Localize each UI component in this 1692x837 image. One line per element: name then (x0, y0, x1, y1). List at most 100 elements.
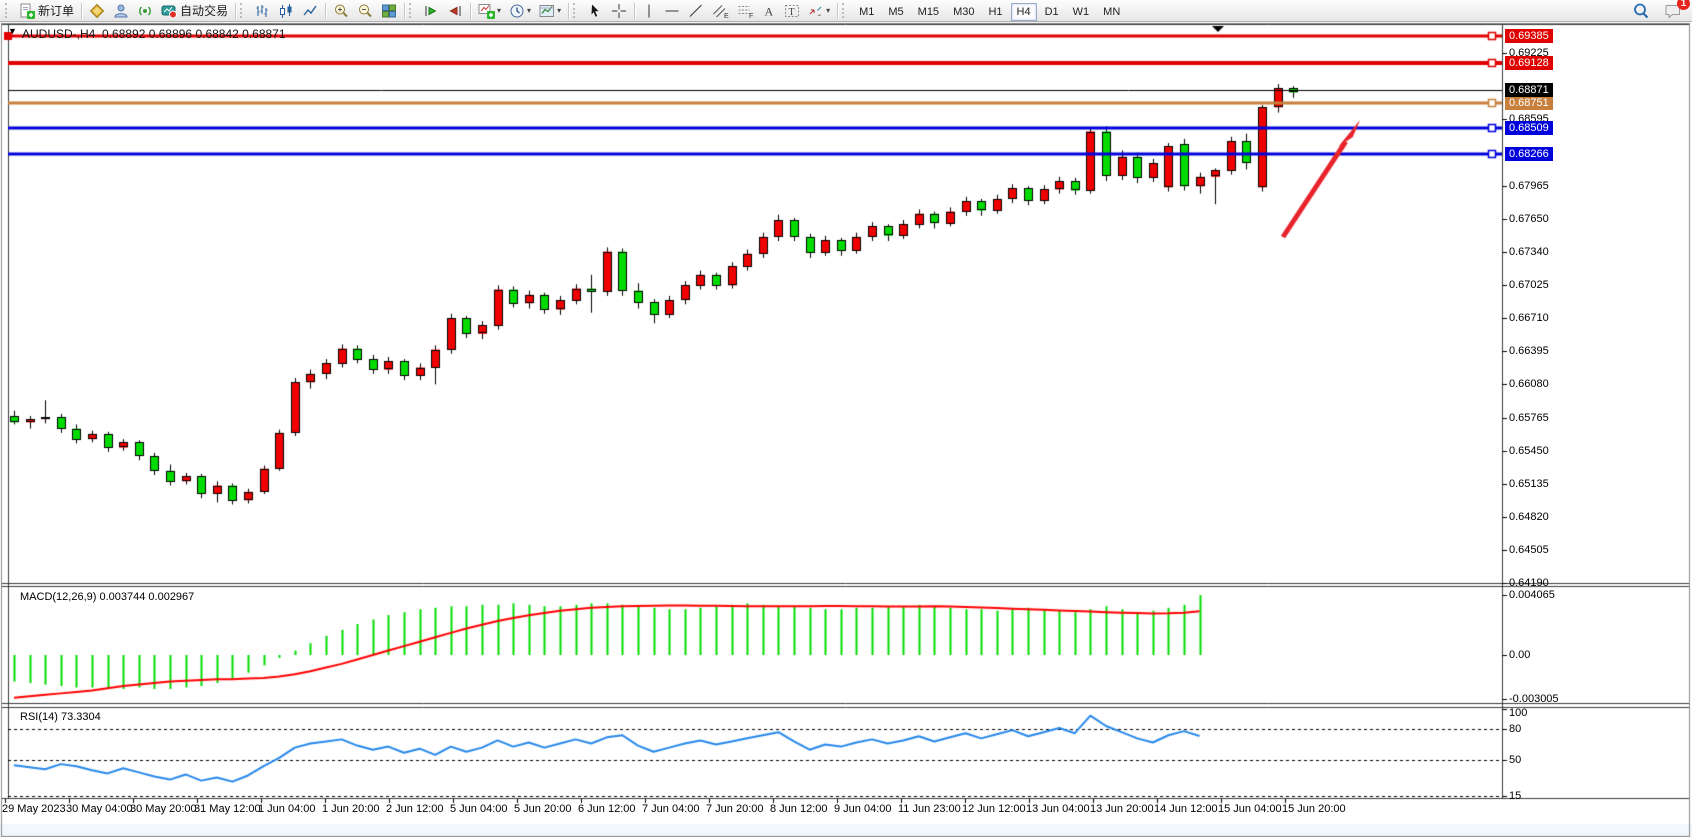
tile-windows-button[interactable] (377, 0, 401, 22)
vertical-line-button[interactable] (638, 0, 660, 22)
profile-button[interactable] (109, 0, 133, 22)
search-button[interactable] (1628, 0, 1654, 22)
separator (235, 2, 237, 19)
line-chart-button[interactable] (298, 0, 322, 22)
x-axis-label: 30 May 20:00 (130, 803, 197, 815)
horizontal-line-icon (664, 3, 680, 19)
tf-button-M15[interactable]: M15 (917, 5, 940, 18)
candlestick-chart-button[interactable] (274, 0, 298, 22)
equidistant-channel-button[interactable]: E (708, 0, 733, 22)
price-axis-tick: 0.67025 (1509, 278, 1549, 291)
price-axis-tick: 0.65450 (1509, 444, 1549, 457)
zoom-in-button[interactable] (329, 0, 353, 22)
bar-chart-button[interactable] (250, 0, 274, 22)
separator (634, 2, 636, 19)
tf-button-H1[interactable]: H1 (988, 5, 1003, 18)
templates-icon (539, 3, 555, 19)
horizontal-line-button[interactable] (660, 0, 684, 22)
price-level-badge: 0.68509 (1505, 121, 1553, 136)
tf-button-H4[interactable]: H4 (1010, 2, 1037, 21)
zoom-out-button[interactable] (353, 0, 377, 22)
auto-scroll-icon (423, 3, 439, 19)
current-price-badge: 0.68871 (1505, 83, 1553, 98)
symbols-icon (89, 3, 105, 19)
x-axis-label: 9 Jun 04:00 (834, 803, 892, 815)
text-label-button[interactable]: T (780, 0, 804, 22)
indicators-button[interactable]: ▾ (474, 0, 505, 22)
tf-button-W1[interactable]: W1 (1072, 5, 1090, 18)
templates-button[interactable]: ▾ (535, 0, 565, 22)
dropdown-caret: ▾ (527, 6, 532, 15)
periods-icon (509, 3, 525, 19)
symbols-button[interactable] (85, 0, 109, 22)
new-order-button[interactable]: 新订单 (15, 0, 78, 22)
arrows-button[interactable]: ▾ (804, 0, 834, 22)
macd-indicator-label: MACD(12,26,9) 0.003744 0.002967 (20, 591, 195, 603)
macd-axis-tick: -0.003005 (1509, 693, 1559, 706)
price-level-badge: 0.69385 (1505, 29, 1553, 44)
x-axis-label: 6 Jun 12:00 (578, 803, 636, 815)
separator (404, 2, 406, 19)
autotrading-button[interactable]: 自动交易 (157, 0, 232, 22)
price-axis-tick: 0.65765 (1509, 411, 1549, 424)
price-axis-tick: 0.67650 (1509, 212, 1549, 225)
text-button[interactable]: A (758, 0, 780, 22)
new-order-icon (19, 3, 35, 19)
svg-text:A: A (765, 4, 774, 18)
x-axis-label: 12 Jun 12:00 (962, 803, 1026, 815)
rsi-axis-tick: 50 (1509, 754, 1522, 766)
vertical-line-icon (642, 3, 656, 19)
search-icon (1632, 2, 1650, 20)
chart-shift-button[interactable] (443, 0, 467, 22)
price-axis-tick: 0.65135 (1509, 477, 1549, 490)
x-axis-label: 11 Jun 23:00 (898, 803, 961, 815)
svg-text:F: F (749, 13, 753, 19)
x-axis-label: 14 Jun 12:00 (1154, 803, 1218, 815)
rsi-axis-tick: 100 (1509, 707, 1528, 719)
crosshair-icon (611, 3, 627, 19)
chat-button[interactable]: 1 (1660, 0, 1690, 22)
trendline-button[interactable] (684, 0, 708, 22)
autotrading-label: 自动交易 (180, 4, 229, 18)
tf-button-M1[interactable]: M1 (859, 5, 875, 18)
tf-button-M30[interactable]: M30 (953, 5, 975, 18)
crosshair-button[interactable] (607, 0, 631, 22)
timeframe-toolbar: M1 M5 M15 M30 H1 H4 D1 W1 MN (852, 2, 1127, 21)
auto-scroll-button[interactable] (419, 0, 443, 22)
chart-ohlc-values: 0.68892 0.68896 0.68842 0.68871 (102, 27, 286, 41)
separator (470, 2, 472, 19)
symbol-dropdown-icon[interactable]: ▼ (8, 26, 17, 36)
indicators-icon (478, 3, 496, 19)
price-axis-tick: 0.66080 (1509, 378, 1549, 391)
x-axis-label: 15 Jun 20:00 (1282, 803, 1346, 815)
x-axis-label: 31 May 12:00 (194, 803, 261, 815)
fibonacci-button[interactable]: F (733, 0, 758, 22)
chart-symbol-period: AUDUSD-,H4 (22, 27, 96, 41)
tf-button-M5[interactable]: M5 (888, 5, 904, 18)
periods-button[interactable]: ▾ (505, 0, 535, 22)
tf-button-D1[interactable]: D1 (1044, 5, 1059, 18)
autotrading-icon (161, 3, 178, 19)
tf-button-MN[interactable]: MN (1103, 5, 1121, 18)
toolbar: 新订单 自动交易 ▾ ▾ ▾ E F A T ▾ M1 M5 M15 M30 H1 H4 D… (0, 0, 1692, 22)
x-axis-label: 29 May 2023 (2, 803, 66, 815)
x-axis-label: 7 Jun 04:00 (642, 803, 700, 815)
x-axis-label: 13 Jun 20:00 (1090, 803, 1154, 815)
price-level-badge: 0.69128 (1505, 56, 1553, 71)
svg-text:E: E (724, 13, 729, 19)
text-icon: A (762, 3, 776, 19)
candlestick-chart-icon (278, 3, 294, 19)
toolbar-grip (240, 3, 247, 18)
rsi-axis-tick: 80 (1509, 723, 1522, 736)
price-level-badge: 0.68266 (1505, 147, 1553, 162)
bar-chart-icon (254, 3, 270, 19)
price-axis-tick: 0.64505 (1509, 544, 1549, 557)
signal-button[interactable] (133, 0, 157, 22)
cursor-button[interactable] (583, 0, 607, 22)
price-axis-tick: 0.64190 (1509, 577, 1549, 589)
separator (837, 2, 839, 19)
svg-text:T: T (789, 7, 795, 18)
profile-icon (113, 3, 129, 19)
x-axis-label: 1 Jun 20:00 (322, 803, 380, 815)
